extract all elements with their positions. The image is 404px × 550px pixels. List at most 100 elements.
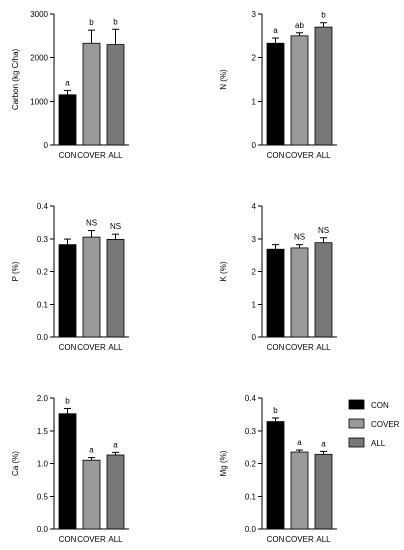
x-tick-label: ALL (316, 343, 331, 352)
y-tick-label: 0.3 (37, 235, 49, 244)
significance-label: ab (295, 21, 304, 30)
y-tick-label: 2 (252, 268, 257, 277)
y-tick-label: 3000 (30, 10, 48, 19)
y-tick-label: 0.2 (245, 460, 257, 469)
bar (266, 42, 285, 146)
y-tick-label: 0.0 (37, 525, 49, 534)
x-tick-label: CON (267, 343, 285, 352)
x-tick-label: COVER (285, 151, 314, 160)
significance-label: a (273, 26, 278, 35)
bar (106, 454, 125, 530)
y-axis-title: Mg (%) (219, 450, 228, 476)
bar (82, 459, 101, 530)
significance-label: a (321, 439, 326, 448)
x-tick-label: CON (59, 151, 77, 160)
y-tick-label: 0.1 (245, 492, 257, 501)
bar (58, 244, 77, 338)
y-axis-title: N (%) (219, 69, 228, 90)
legend: CON COVER ALL (348, 399, 400, 448)
x-tick-label: ALL (316, 151, 331, 160)
bar (58, 94, 77, 146)
bar (82, 42, 101, 146)
y-tick-label: 0.2 (37, 268, 49, 277)
chart-panel: 0.0 0.5 1.0 1.5 2.0 Ca (%) b CON a COVER a ALL (11, 394, 129, 544)
significance-label: b (113, 17, 118, 26)
y-tick-label: 0 (44, 141, 49, 150)
y-tick-label: 0.1 (37, 300, 49, 309)
chart-panel: 0 1000 2000 3000 Carbon (kg C/ha) a CON b COVER b… (11, 10, 129, 160)
significance-label: a (113, 440, 118, 449)
y-tick-label: 4 (252, 202, 257, 211)
bar (266, 248, 285, 338)
y-tick-label: 0 (252, 333, 257, 342)
y-tick-label: 3 (252, 235, 257, 244)
bar (314, 242, 333, 338)
x-tick-label: COVER (77, 535, 106, 544)
y-tick-label: 0.5 (37, 492, 49, 501)
x-tick-label: CON (267, 151, 285, 160)
y-tick-label: 1.5 (37, 427, 49, 436)
x-tick-label: ALL (108, 535, 123, 544)
chart-panel: 0 1 2 3 4 K (%) CON NS COVER NS ALL (219, 202, 337, 352)
x-tick-label: COVER (285, 535, 314, 544)
x-tick-label: ALL (108, 151, 123, 160)
y-tick-label: 0.3 (245, 427, 257, 436)
bar (314, 453, 333, 530)
bar (82, 236, 101, 338)
y-tick-label: 1 (252, 97, 257, 106)
y-tick-label: 2000 (30, 54, 48, 63)
x-tick-label: CON (267, 535, 285, 544)
bar (290, 35, 309, 146)
y-tick-label: 2 (252, 54, 257, 63)
chart-panel: 0.0 0.1 0.2 0.3 0.4 P (%) CON NS COVER NS ALL (11, 202, 129, 352)
y-tick-label: 0.4 (37, 202, 49, 211)
legend-swatch (348, 437, 365, 448)
significance-label: b (321, 11, 326, 20)
bar (106, 44, 125, 146)
legend-swatch (348, 418, 365, 429)
y-tick-label: 1.0 (37, 460, 49, 469)
legend-label: CON (371, 401, 389, 410)
significance-label: a (89, 446, 94, 455)
bar (58, 413, 77, 530)
chart-panel: 0.0 0.1 0.2 0.3 0.4 Mg (%) b CON a COVER a ALL (219, 394, 337, 544)
y-axis-title: Ca (%) (11, 451, 20, 476)
chart-panel: 0 1 2 3 N (%) a CON ab COVER b ALL (219, 10, 337, 160)
y-tick-label: 0.0 (245, 525, 257, 534)
legend-label: COVER (371, 420, 400, 429)
y-tick-label: 1 (252, 300, 257, 309)
y-tick-label: 0.0 (37, 333, 49, 342)
significance-label: NS (318, 226, 329, 235)
y-axis-title: Carbon (kg C/ha) (11, 48, 20, 110)
bar (314, 26, 333, 146)
significance-label: b (273, 406, 278, 415)
y-tick-label: 2.0 (37, 394, 49, 403)
y-tick-label: 0.4 (245, 394, 257, 403)
y-tick-label: 1000 (30, 97, 48, 106)
y-axis-title: P (%) (11, 261, 20, 281)
legend-swatch (348, 399, 365, 410)
x-tick-label: CON (59, 343, 77, 352)
x-tick-label: ALL (108, 343, 123, 352)
legend-label: ALL (371, 439, 386, 448)
significance-label: b (65, 396, 70, 405)
significance-label: NS (294, 233, 305, 242)
significance-label: a (297, 438, 302, 447)
x-tick-label: ALL (316, 535, 331, 544)
x-tick-label: COVER (285, 343, 314, 352)
bar (106, 239, 125, 338)
y-tick-label: 3 (252, 10, 257, 19)
significance-label: a (65, 78, 70, 87)
bar (290, 451, 309, 530)
x-tick-label: CON (59, 535, 77, 544)
x-tick-label: COVER (77, 343, 106, 352)
y-tick-label: 0 (252, 141, 257, 150)
significance-label: NS (110, 222, 121, 231)
y-axis-title: K (%) (219, 261, 228, 281)
significance-label: NS (86, 219, 97, 228)
bar (290, 247, 309, 338)
significance-label: b (89, 18, 94, 27)
bar (266, 421, 285, 530)
x-tick-label: COVER (77, 151, 106, 160)
